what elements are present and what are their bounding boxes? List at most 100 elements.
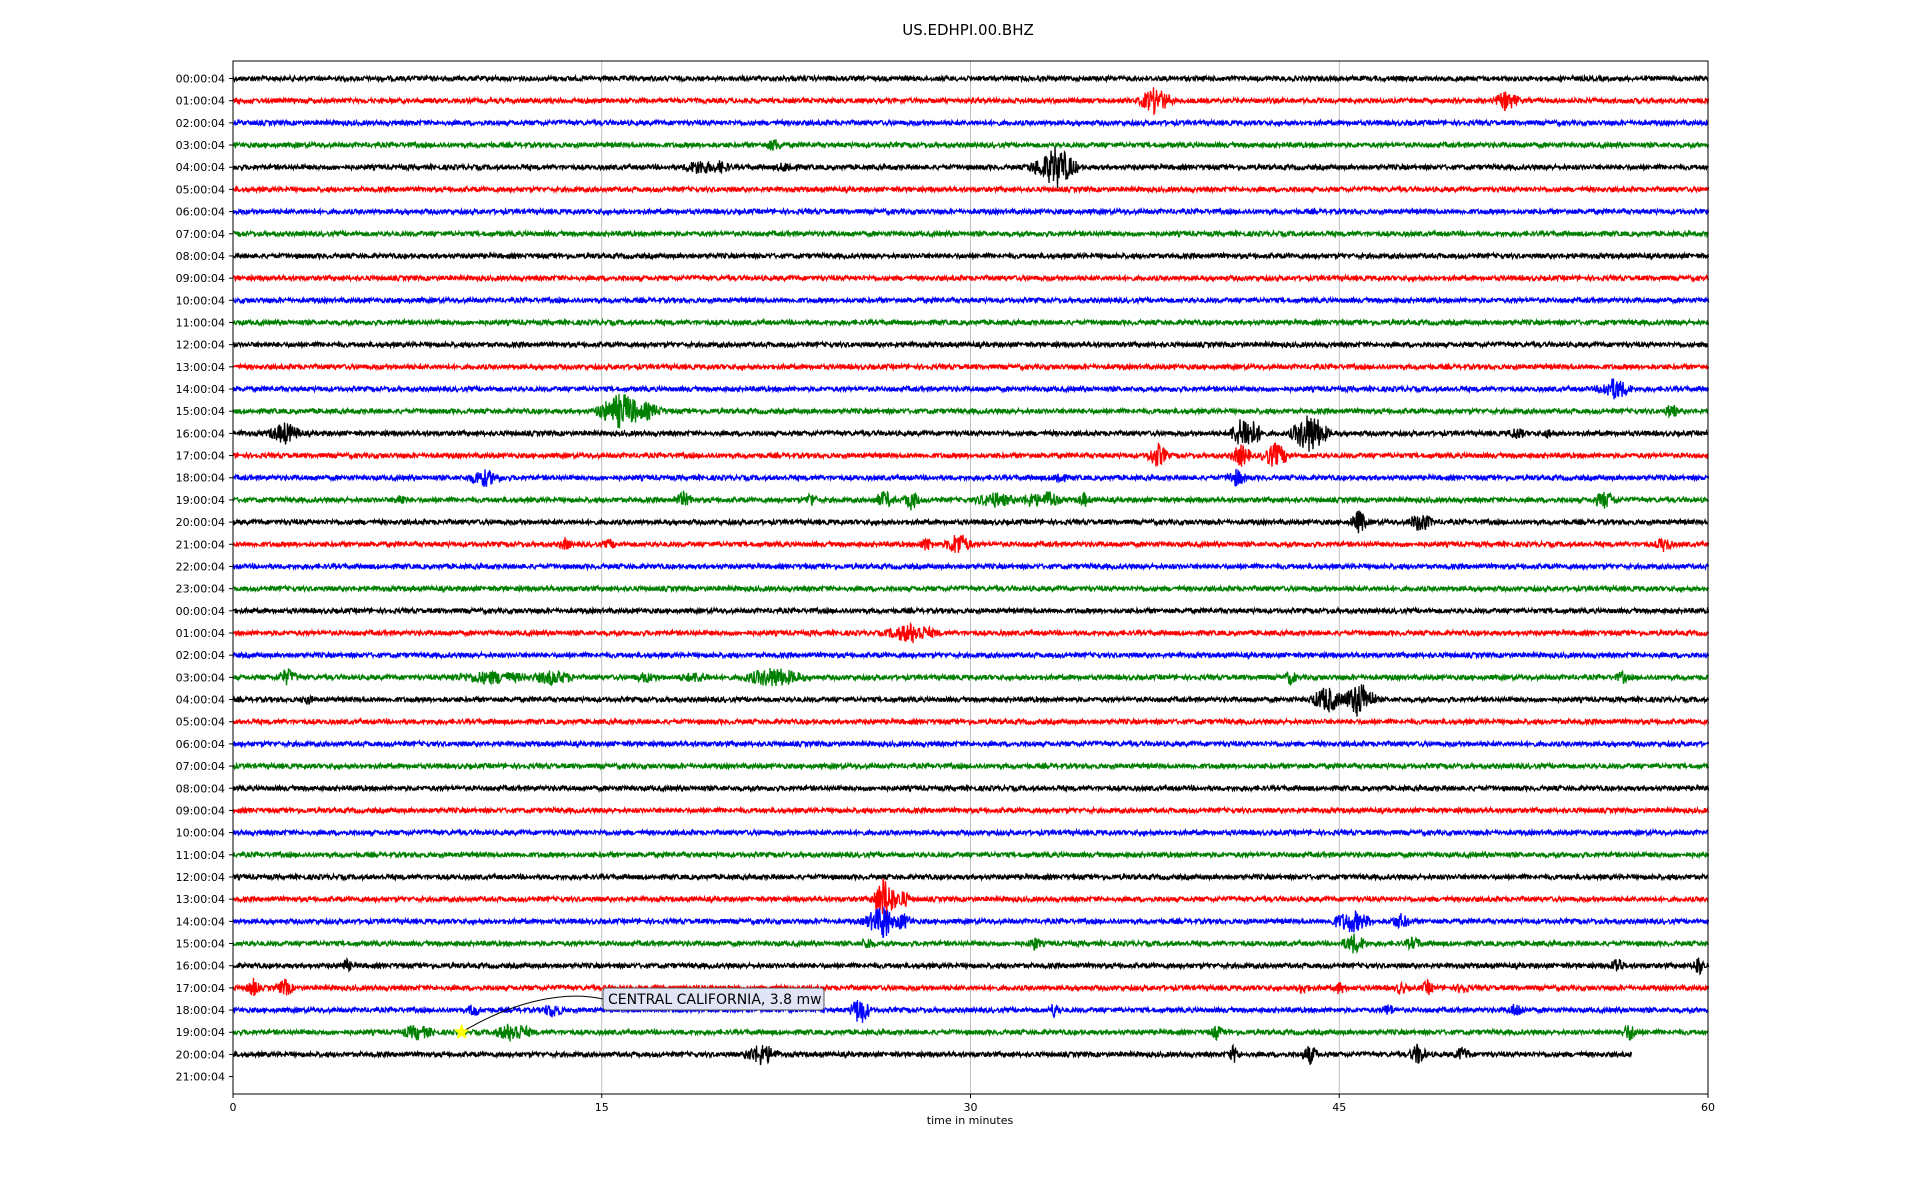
y-tick-labels: 00:00:04 01:00:04 02:00:04 03:00:04 04:00:04… (176, 73, 233, 1084)
y-tick-label: 20:00:04 (176, 516, 225, 529)
trace-line (232, 139, 1710, 151)
y-tick-label: 22:00:04 (176, 560, 225, 573)
y-tick-label: 23:00:04 (176, 583, 225, 596)
y-tick-label: 01:00:04 (176, 95, 225, 108)
y-tick-label: 14:00:04 (176, 383, 225, 396)
trace-line (232, 605, 1710, 616)
trace-line (232, 147, 1710, 189)
y-tick-label: 16:00:04 (176, 960, 225, 973)
trace-line (232, 87, 1710, 116)
y-tick-label: 17:00:04 (176, 982, 225, 995)
trace-line (232, 339, 1709, 350)
trace-line (232, 184, 1710, 195)
annotation-box (602, 987, 825, 1011)
trace-line (232, 378, 1710, 400)
y-tick-label: 16:00:04 (176, 427, 225, 440)
event-star-marker (453, 1023, 470, 1040)
trace-line (232, 361, 1710, 372)
y-tick-label: 13:00:04 (176, 361, 225, 374)
x-axis-label: time in minutes (927, 1114, 1014, 1127)
y-tick-label: 14:00:04 (176, 915, 225, 928)
y-tick-label: 04:00:04 (176, 161, 225, 174)
y-tick-label: 07:00:04 (176, 760, 225, 773)
chart-title: US.EDHPI.00.BHZ (902, 21, 1034, 39)
y-tick-label: 21:00:04 (176, 538, 225, 551)
y-tick-label: 12:00:04 (176, 871, 225, 884)
y-tick-label: 11:00:04 (176, 316, 225, 329)
y-tick-label: 08:00:04 (176, 250, 225, 263)
trace-line (232, 1023, 1709, 1042)
y-tick-label: 06:00:04 (176, 738, 225, 751)
y-tick-label: 08:00:04 (176, 782, 225, 795)
traces (232, 73, 1710, 1066)
trace-line (232, 393, 1709, 429)
y-tick-label: 02:00:04 (176, 649, 225, 662)
trace-line (232, 534, 1710, 553)
plot-frame (232, 60, 1709, 1095)
trace-line (232, 273, 1710, 284)
trace-line (232, 783, 1710, 794)
y-tick-label: 13:00:04 (176, 893, 225, 906)
trace-line (232, 118, 1709, 128)
trace-line (232, 668, 1709, 687)
y-tick-label: 15:00:04 (176, 405, 225, 418)
y-tick-label: 21:00:04 (176, 1071, 225, 1084)
y-tick-label: 10:00:04 (176, 294, 225, 307)
y-tick-label: 19:00:04 (176, 494, 225, 507)
event-annotation: CENTRAL CALIFORNIA, 3.8 mw (453, 987, 825, 1040)
x-tick-label: 60 (1701, 1101, 1715, 1114)
x-tick-label: 0 (230, 1101, 237, 1114)
trace-line (232, 622, 1710, 644)
trace-line (232, 956, 1710, 976)
trace-line (232, 583, 1710, 594)
trace-line (232, 805, 1710, 816)
x-grid (601, 61, 1340, 1094)
y-tick-label: 12:00:04 (176, 339, 225, 352)
trace-line (232, 295, 1710, 306)
trace-line (232, 827, 1709, 838)
trace-line (232, 977, 1710, 997)
y-tick-label: 11:00:04 (176, 849, 225, 862)
y-tick-label: 20:00:04 (176, 1048, 225, 1061)
trace-line (232, 489, 1710, 511)
trace-line (232, 849, 1710, 860)
y-tick-label: 02:00:04 (176, 117, 225, 130)
trace-line (232, 906, 1710, 939)
trace-line (232, 684, 1710, 717)
y-tick-label: 17:00:04 (176, 450, 225, 463)
trace-line (232, 317, 1710, 328)
trace-line (232, 878, 1709, 919)
trace-line (232, 442, 1709, 467)
x-tick-label: 45 (1332, 1101, 1346, 1114)
trace-line (232, 933, 1710, 954)
x-tick-labels: 0 15 30 45 60 (230, 1094, 1715, 1114)
y-tick-label: 03:00:04 (176, 139, 225, 152)
trace-line (232, 872, 1709, 882)
trace-line (232, 999, 1709, 1023)
y-tick-label: 04:00:04 (176, 694, 225, 707)
trace-line (232, 739, 1710, 749)
y-tick-label: 18:00:04 (176, 1004, 225, 1017)
trace-line (232, 415, 1709, 452)
trace-line (232, 510, 1709, 534)
y-tick-label: 07:00:04 (176, 228, 225, 241)
y-tick-label: 05:00:04 (176, 716, 225, 729)
x-tick-label: 30 (964, 1101, 978, 1114)
y-tick-label: 06:00:04 (176, 206, 225, 219)
annotation-label: CENTRAL CALIFORNIA, 3.8 mw (608, 992, 822, 1008)
y-tick-label: 05:00:04 (176, 183, 225, 196)
y-tick-label: 09:00:04 (176, 272, 225, 285)
y-tick-label: 19:00:04 (176, 1026, 225, 1039)
trace-line (232, 468, 1710, 488)
trace-line (232, 650, 1710, 661)
y-tick-label: 15:00:04 (176, 938, 225, 951)
trace-line (232, 73, 1709, 84)
trace-line (232, 761, 1710, 771)
trace-line (232, 716, 1710, 727)
trace-line (232, 251, 1710, 261)
trace-line (232, 206, 1710, 217)
y-tick-label: 10:00:04 (176, 827, 225, 840)
trace-line (232, 561, 1710, 572)
trace-line (232, 1043, 1633, 1066)
